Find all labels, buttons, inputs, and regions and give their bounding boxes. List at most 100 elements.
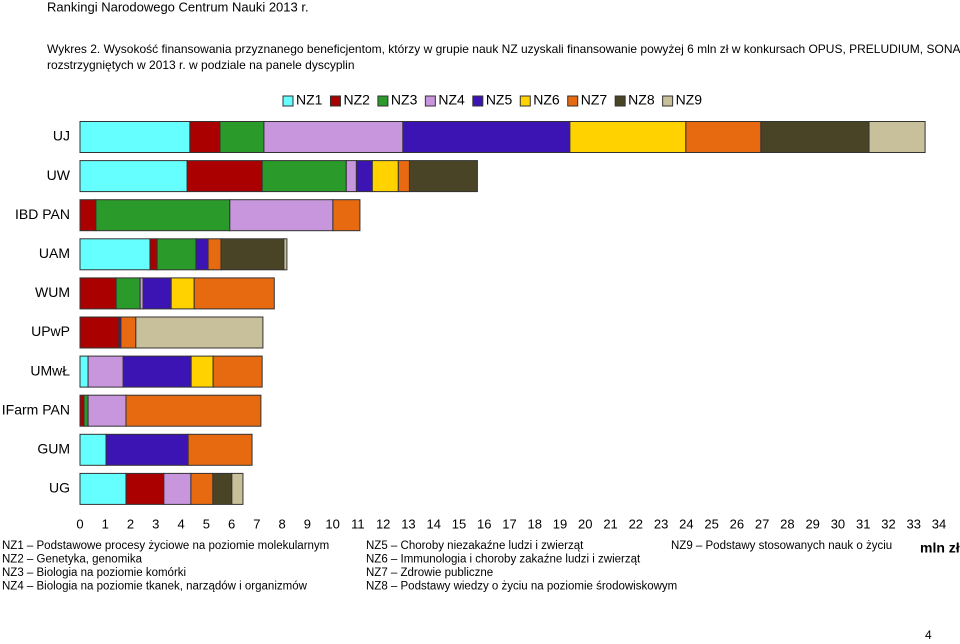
bar-segment [868,121,926,153]
bar-segment [79,316,120,349]
legend-label: NZ1 [296,92,323,108]
x-tick-label: 29 [805,516,819,531]
legend-swatch [472,95,484,107]
x-tick-label: 31 [856,516,870,531]
x-tick-label: 1 [102,516,109,531]
bar-segment [187,433,253,466]
x-tick-label: 5 [203,516,210,531]
legend-swatch [662,95,674,107]
bar-segment [219,121,265,153]
bar-segment [402,121,571,153]
x-tick-label: 33 [907,516,921,531]
bar-segment [186,160,263,193]
bar-segment [156,238,197,271]
x-tick-label: 2 [127,516,134,531]
bar-segment [189,121,221,153]
legend-label: NZ8 [628,92,655,108]
x-tick-label: 9 [304,516,311,531]
x-tick-label: 23 [654,516,668,531]
header-title: Rankingi Narodowego Centrum Nauki 2013 r… [47,0,309,14]
bar-segment [79,433,107,466]
bar-segment [261,160,347,193]
bar-segment [231,472,244,505]
x-tick-label: 18 [528,516,542,531]
x-tick-label: 27 [755,516,769,531]
x-tick-label: 13 [401,516,415,531]
bar-segment [149,238,158,271]
x-tick-label: 6 [228,516,235,531]
legend-note: NZ7 – Zdrowie publiczne [366,567,493,579]
legend-swatch [614,95,626,107]
x-tick-label: 12 [376,516,390,531]
bar-segment [83,394,89,427]
bar-segment [190,355,214,388]
x-tick-label: 16 [477,516,491,531]
y-tick-label: WUM [35,284,70,300]
bar-segment [195,238,209,271]
bar-segment [79,238,151,271]
bar-segment [332,199,361,232]
bar-segment [79,277,117,310]
x-tick-label: 17 [502,516,516,531]
legend-swatch [424,95,436,107]
bar-segment [135,316,264,349]
legend-label: NZ3 [391,92,418,108]
legend-swatch [567,95,579,107]
x-tick-label: 15 [452,516,466,531]
legend-note: NZ4 – Biologia na poziomie tkanek, narzą… [2,581,308,593]
legend-note: NZ2 – Genetyka, genomika [2,554,143,566]
legend-note: NZ5 – Choroby niezakaźne ludzi i zwierzą… [366,540,584,552]
legend-label: NZ5 [486,92,513,108]
bar-segment [79,199,97,232]
x-tick-label: 20 [578,516,592,531]
bar-segment [95,199,231,232]
bar-segment [345,160,357,193]
page-number: 4 [925,628,932,642]
x-tick-label: 30 [831,516,845,531]
bar-segment [122,355,192,388]
y-tick-label: UW [47,167,71,183]
bar-segment [283,238,288,271]
y-tick-label: IFarm PAN [2,401,70,417]
bar-segment [408,160,478,193]
axis-unit: mln zł [920,540,960,556]
legend-label: NZ4 [438,92,465,108]
bar-segment [120,316,137,349]
legend-swatch [282,95,294,107]
bar-segment [105,433,189,466]
bar-segment [760,121,870,153]
x-tick-label: 3 [152,516,159,531]
bar-segment [163,472,192,505]
y-tick-label: UPwP [31,323,70,339]
x-tick-label: 11 [351,516,365,531]
y-tick-label: GUM [37,441,70,457]
caption-line: Wykres 2. Wysokość finansowania przyznan… [47,42,960,56]
bar-segment [79,394,85,427]
bar-segment [79,355,89,388]
legend-note: NZ8 – Podstawy wiedzy o życiu na poziomi… [366,581,677,593]
x-tick-label: 19 [553,516,567,531]
bar-segment [87,355,124,388]
legend-label: NZ6 [533,92,560,108]
bar-segment [190,472,214,505]
x-tick-label: 24 [679,516,693,531]
bar-segment [229,199,334,232]
bar-segment [355,160,373,193]
y-tick-label: UAM [39,245,70,261]
bar-segment [685,121,762,153]
x-tick-label: 22 [629,516,643,531]
legend-label: NZ9 [676,92,703,108]
x-tick-label: 10 [325,516,339,531]
bar-segment [87,394,127,427]
bar-segment [193,277,275,310]
bar-segment [115,277,141,310]
bar-segment [371,160,399,193]
bar-segment [212,472,233,505]
legend-swatch [519,95,531,107]
bar-segment [212,355,263,388]
y-tick-label: UMwŁ [30,362,70,378]
x-tick-label: 14 [426,516,440,531]
bar-segment [207,238,222,271]
y-tick-label: IBD PAN [15,206,70,222]
